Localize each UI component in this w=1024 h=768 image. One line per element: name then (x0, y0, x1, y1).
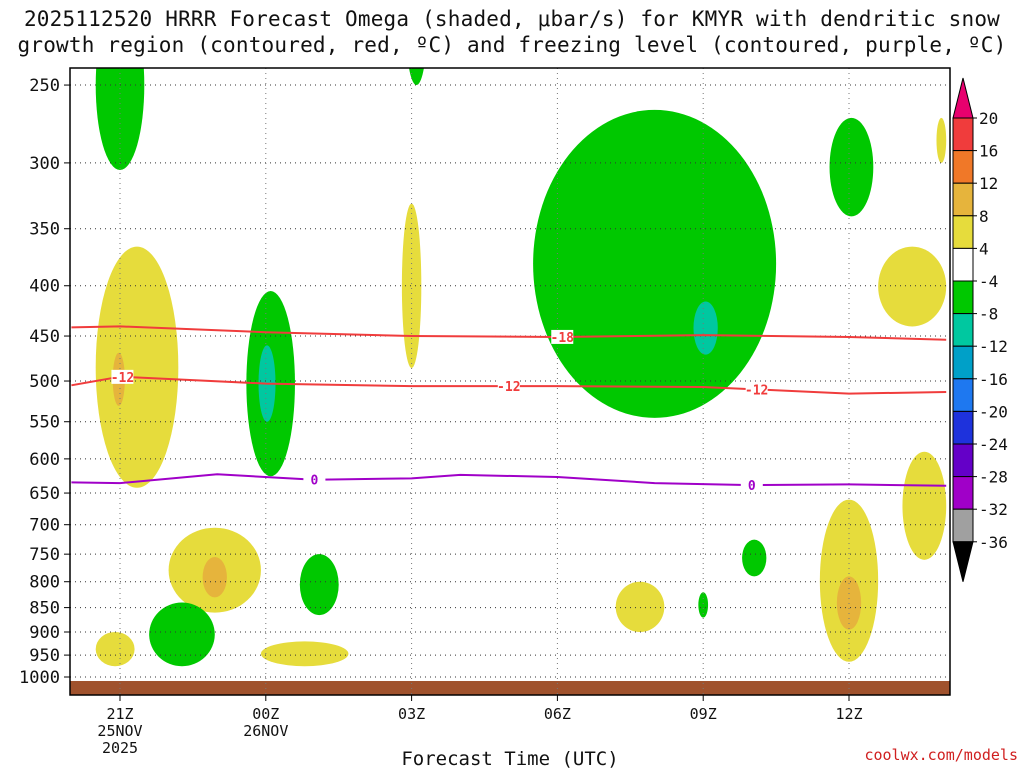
y-tick-label: 250 (29, 76, 60, 96)
omega-region-7 (533, 109, 777, 418)
omega-region-18 (260, 641, 349, 667)
x-tick-label: 25NOV (97, 722, 142, 740)
y-tick-label: 850 (29, 599, 60, 619)
colorbar-label: -4 (979, 272, 998, 291)
colorbar-bin-2 (952, 182, 974, 217)
x-tick-label: 00Z (252, 705, 279, 723)
colorbar-top-arrow (952, 77, 974, 119)
colorbar-label: 12 (979, 174, 998, 193)
ground-strip (70, 681, 950, 695)
omega-region-8 (693, 301, 718, 355)
y-tick-label: 600 (29, 450, 60, 470)
colorbar-label: 8 (979, 207, 989, 226)
dgz-contour-label: -18 (551, 331, 575, 346)
x-tick-label: 12Z (835, 705, 862, 723)
dgz-label-bg-0-0 (551, 329, 574, 344)
y-tick-label: 400 (29, 277, 60, 297)
freezing-contour-label: 0 (310, 474, 318, 489)
omega-region-3 (409, 68, 424, 86)
freezing-label-bg-0-0 (303, 472, 326, 487)
x-tick-label: 09Z (690, 705, 717, 723)
omega-region-15 (299, 554, 339, 616)
omega-region-16 (149, 602, 215, 667)
omega-region-20 (698, 592, 709, 618)
colorbar-bin-3 (952, 215, 974, 249)
colorbar-bin-1 (952, 150, 974, 184)
freezing-contour-0 (71, 473, 947, 487)
colorbar-label: -32 (979, 500, 1008, 519)
y-tick-label: 650 (29, 484, 60, 504)
chart-title-line-1: 2025112520 HRRR Forecast Omega (shaded, … (23, 7, 1001, 31)
colorbar-label: 16 (979, 142, 998, 161)
source-credit[interactable]: coolwx.com/models (864, 746, 1018, 764)
y-tick-label: 500 (29, 372, 60, 392)
colorbar-bin-5 (952, 280, 974, 315)
y-tick-label: 750 (29, 545, 60, 565)
x-axis-label: Forecast Time (UTC) (401, 748, 618, 768)
colorbar-bin-6 (952, 313, 974, 347)
y-tick-label: 900 (29, 623, 60, 643)
dgz-contour-0 (71, 325, 947, 341)
colorbar-label: -24 (979, 435, 1008, 454)
x-tick-label: 03Z (398, 705, 425, 723)
dgz-label-bg-1-2 (745, 382, 768, 397)
chart-title-line-2: growth region (contoured, red, ºC) and f… (17, 33, 1007, 57)
dgz-contour-label: -12 (497, 380, 520, 395)
omega-region-17 (95, 632, 135, 667)
colorbar-bin-12 (952, 508, 974, 543)
colorbar-label: -36 (979, 533, 1008, 552)
omega-region-19 (615, 581, 665, 633)
y-tick-label: 300 (29, 154, 60, 174)
colorbar-bin-11 (952, 476, 974, 510)
omega-region-21 (742, 539, 767, 577)
dgz-label-bg-1-0 (111, 369, 134, 384)
x-tick-label: 2025 (102, 739, 138, 757)
colorbar-label: -8 (979, 305, 998, 324)
colorbar-label: 20 (979, 109, 998, 128)
x-tick-label: 21Z (106, 705, 133, 723)
omega-region-5 (95, 246, 179, 488)
colorbar-bin-7 (952, 345, 974, 380)
colorbar-bin-8 (952, 378, 974, 412)
colorbar-bin-10 (952, 443, 974, 478)
y-tick-label: 800 (29, 573, 60, 593)
y-tick-label: 950 (29, 646, 60, 666)
colorbar-bin-4 (952, 247, 974, 282)
freezing-contour-label: 0 (748, 479, 756, 494)
y-tick-label: 450 (29, 327, 60, 347)
omega-region-14 (202, 556, 227, 598)
x-tick-label: 26NOV (243, 722, 288, 740)
dgz-contour-label: -12 (745, 383, 768, 398)
colorbar-label: -20 (979, 402, 1008, 421)
colorbar-label: 4 (979, 239, 989, 258)
colorbar-label: -12 (979, 337, 1008, 356)
x-tick-label: 06Z (544, 705, 571, 723)
omega-region-11 (936, 117, 947, 163)
colorbar-label: -28 (979, 468, 1008, 487)
colorbar-bottom-arrow (952, 541, 974, 582)
y-tick-label: 550 (29, 413, 60, 433)
y-tick-label: 350 (29, 220, 60, 240)
dgz-contour-1 (71, 375, 947, 395)
omega-region-0 (95, 68, 145, 170)
freezing-label-bg-0-1 (740, 478, 763, 493)
omega-region-12 (902, 451, 947, 560)
dgz-contour-label: -12 (111, 371, 134, 386)
omega-region-4 (401, 203, 422, 369)
omega-region-9 (829, 117, 874, 217)
omega-region-23 (836, 576, 862, 630)
y-tick-label: 700 (29, 516, 60, 536)
dgz-label-bg-1-1 (497, 379, 520, 394)
omega-region-10 (878, 246, 947, 327)
colorbar-bin-9 (952, 410, 974, 445)
colorbar-label: -16 (979, 370, 1008, 389)
y-tick-label: 1000 (19, 668, 60, 688)
colorbar-bin-0 (952, 117, 974, 152)
